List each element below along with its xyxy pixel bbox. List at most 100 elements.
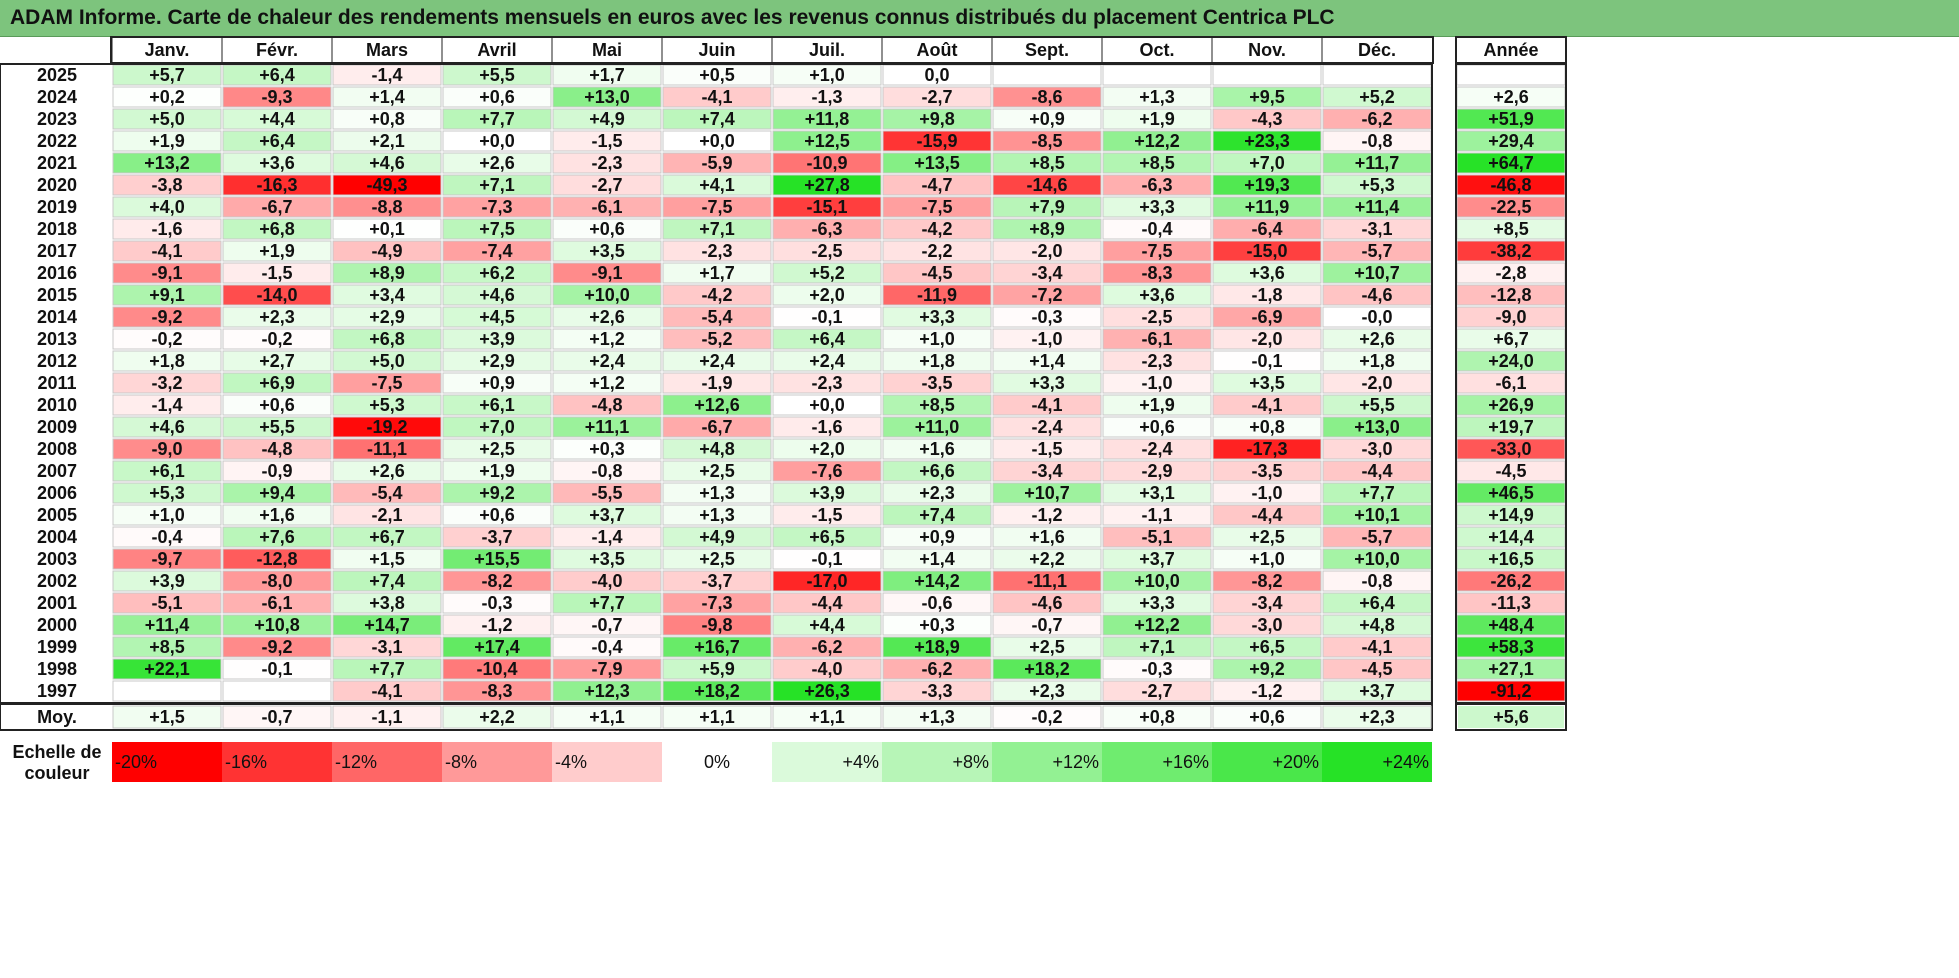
cell-value: -4,0 [591, 571, 622, 591]
cell-value: +9,8 [919, 109, 955, 129]
heatmap-cell [1212, 592, 1322, 614]
heatmap-cell [662, 196, 772, 218]
cell-value: -7,2 [1031, 285, 1062, 305]
heatmap-cell [772, 526, 882, 548]
cell-value: +2,5 [699, 461, 735, 481]
cell-value: -6,2 [1361, 109, 1392, 129]
heatmap-cell [1102, 306, 1212, 328]
cell-value: -5,4 [371, 483, 402, 503]
heatmap-cell [112, 438, 222, 460]
heatmap-cell [992, 482, 1102, 504]
heatmap-cell [332, 306, 442, 328]
heatmap-cell [662, 482, 772, 504]
heatmap-cell [112, 262, 222, 284]
heatmap-cell [442, 636, 552, 658]
cell-value: -4,2 [921, 219, 952, 239]
cell-value: -15,1 [806, 197, 847, 217]
year-label: 2023 [37, 109, 77, 129]
cell-value: -9,1 [151, 263, 182, 283]
cell-value: -2,4 [1031, 417, 1062, 437]
heatmap-cell [772, 570, 882, 592]
cell-value: +13,0 [584, 87, 630, 107]
cell-value: -14,0 [256, 285, 297, 305]
cell-value: +26,3 [804, 681, 850, 701]
annual-value: +14,4 [1488, 527, 1534, 547]
cell-value: -0,4 [151, 527, 182, 547]
heatmap-cell [662, 86, 772, 108]
cell-value: +2,4 [699, 351, 735, 371]
scale-stop-label: +4% [842, 752, 879, 772]
cell-value: +2,0 [809, 439, 845, 459]
heatmap-cell [992, 680, 1102, 702]
year-label: 2009 [37, 417, 77, 437]
heatmap-cell [772, 218, 882, 240]
heatmap-cell [442, 86, 552, 108]
year-label: 2014 [37, 307, 77, 327]
cell-value: -17,0 [806, 571, 847, 591]
heatmap-cell [882, 592, 992, 614]
heatmap-cell [1212, 350, 1322, 372]
cell-value: +5,2 [1359, 87, 1395, 107]
heatmap-cell [1102, 658, 1212, 680]
heatmap-cell [332, 548, 442, 570]
cell-value: +3,6 [259, 153, 295, 173]
year-label: 2024 [37, 87, 77, 107]
cell-value: -0,1 [261, 659, 292, 679]
cell-value: -0,1 [811, 307, 842, 327]
cell-value: -1,5 [261, 263, 292, 283]
heatmap-cell [1102, 460, 1212, 482]
cell-value: -3,4 [1031, 461, 1062, 481]
heatmap-cell [222, 328, 332, 350]
heatmap-cell [222, 482, 332, 504]
heatmap-cell [662, 416, 772, 438]
heatmap-cell [772, 240, 882, 262]
cell-value: -1,0 [1251, 483, 1282, 503]
cell-value: +7,5 [479, 219, 515, 239]
heatmap-cell [112, 350, 222, 372]
cell-value: +3,9 [479, 329, 515, 349]
heatmap-cell [442, 658, 552, 680]
cell-value: -2,3 [701, 241, 732, 261]
heatmap-cell [992, 86, 1102, 108]
cell-value: +1,2 [589, 373, 625, 393]
cell-value: -2,2 [921, 241, 952, 261]
heatmap-cell [992, 284, 1102, 306]
scale-stop-label: +12% [1052, 752, 1099, 772]
cell-value: -0,9 [261, 461, 292, 481]
cell-value: +1,6 [919, 439, 955, 459]
cell-value: +6,4 [809, 329, 845, 349]
heatmap-cell [222, 108, 332, 130]
heatmap-cell [1212, 394, 1322, 416]
heatmap-cell [992, 614, 1102, 636]
cell-value: +2,9 [479, 351, 515, 371]
cell-value: +2,6 [369, 461, 405, 481]
cell-value: -12,8 [256, 549, 297, 569]
heatmap-cell [112, 218, 222, 240]
cell-value: -1,0 [1031, 329, 1062, 349]
scale-stop-label: -20% [115, 752, 157, 772]
cell-value: +3,9 [149, 571, 185, 591]
cell-value: -7,4 [481, 241, 512, 261]
cell-value: -0,1 [811, 549, 842, 569]
cell-value: -17,3 [1246, 439, 1287, 459]
heatmap-cell [992, 108, 1102, 130]
heatmap-cell [992, 592, 1102, 614]
annual-value: +2,6 [1493, 87, 1529, 107]
month-header: Janv. [145, 40, 190, 60]
heatmap-cell [112, 460, 222, 482]
heatmap-cell [1102, 548, 1212, 570]
cell-value: +6,2 [479, 263, 515, 283]
cell-value: -49,3 [366, 175, 407, 195]
cell-value: +6,4 [259, 65, 295, 85]
heatmap-cell [772, 614, 882, 636]
cell-value: -1,6 [151, 219, 182, 239]
heatmap-cell [1102, 372, 1212, 394]
heatmap-cell [442, 218, 552, 240]
heatmap-cell [772, 680, 882, 702]
heatmap-cell [882, 350, 992, 372]
cell-value: -4,4 [1251, 505, 1282, 525]
heatmap-cell [772, 108, 882, 130]
cell-value: -8,5 [1031, 131, 1062, 151]
cell-value: -1,2 [1251, 681, 1282, 701]
year-label: 2015 [37, 285, 77, 305]
